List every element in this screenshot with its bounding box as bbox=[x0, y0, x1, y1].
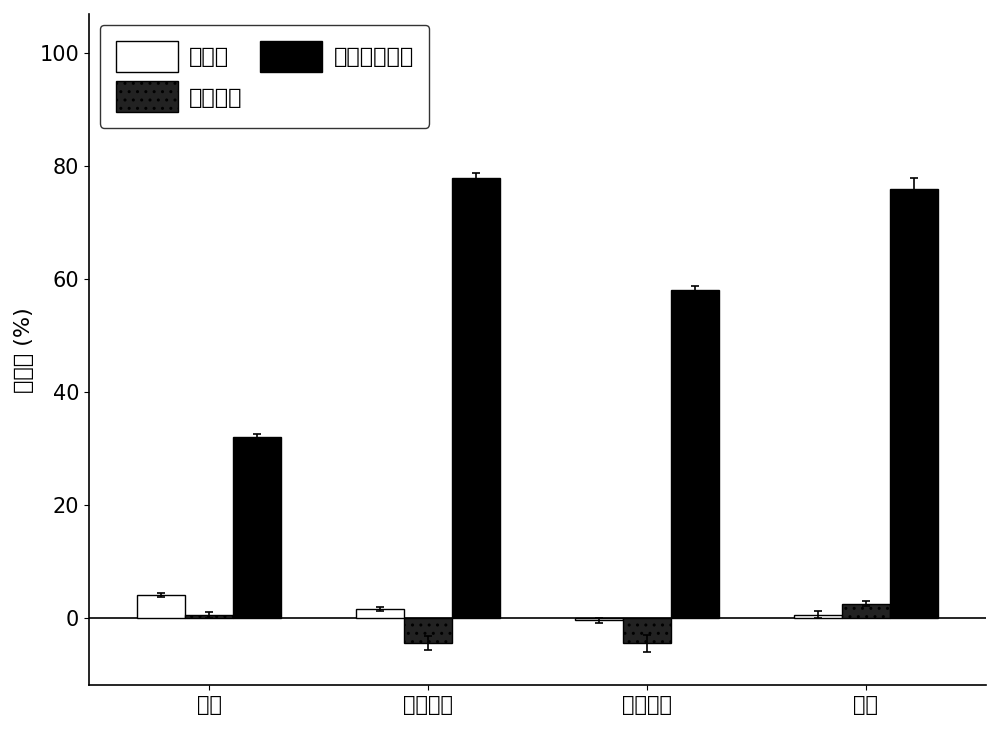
Bar bbox=[185, 615, 233, 617]
Bar bbox=[404, 617, 452, 643]
Bar bbox=[890, 189, 938, 617]
Bar bbox=[794, 615, 842, 617]
Bar bbox=[842, 604, 890, 617]
Bar bbox=[575, 617, 623, 620]
Y-axis label: 降解率 (%): 降解率 (%) bbox=[14, 307, 34, 392]
Legend: 生物炭, 过氧化氢, 过氧碳酸氢盐: 生物炭, 过氧化氢, 过氧碳酸氢盐 bbox=[100, 25, 429, 128]
Bar bbox=[671, 290, 719, 617]
Bar bbox=[137, 595, 185, 617]
Bar bbox=[452, 178, 500, 617]
Bar bbox=[233, 437, 281, 617]
Bar bbox=[356, 609, 404, 617]
Bar bbox=[623, 617, 671, 643]
